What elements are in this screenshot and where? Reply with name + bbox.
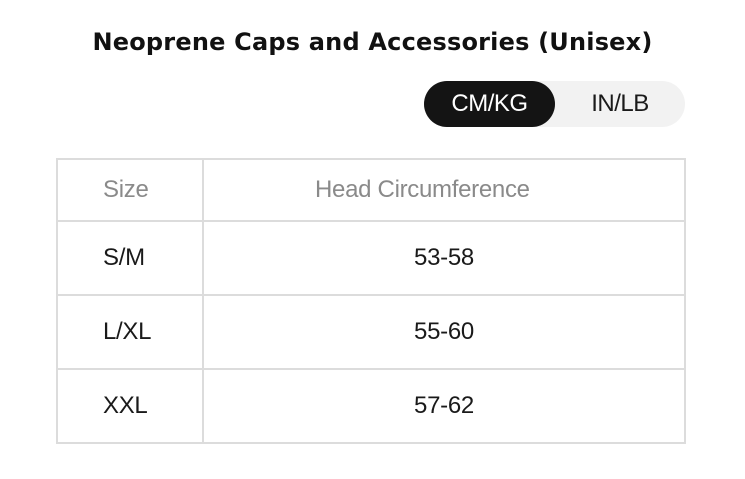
table-row: XXL 57-62 xyxy=(56,368,686,444)
head-circumference-cell: 55-60 xyxy=(202,294,686,370)
table-row: S/M 53-58 xyxy=(56,220,686,296)
size-cell: XXL xyxy=(56,368,204,444)
unit-option-cm-kg[interactable]: CM/KG xyxy=(424,81,555,127)
head-circumference-cell: 53-58 xyxy=(202,220,686,296)
head-circumference-cell: 57-62 xyxy=(202,368,686,444)
page-title: Neoprene Caps and Accessories (Unisex) xyxy=(92,28,653,56)
column-header-size: Size xyxy=(56,158,204,222)
size-chart-table: Size Head Circumference S/M 53-58 L/XL 5… xyxy=(56,158,686,444)
size-cell: S/M xyxy=(56,220,204,296)
unit-option-in-lb[interactable]: IN/LB xyxy=(591,90,649,117)
column-header-head-circumference: Head Circumference xyxy=(202,158,686,222)
table-row: L/XL 55-60 xyxy=(56,294,686,370)
size-cell: L/XL xyxy=(56,294,204,370)
table-header-row: Size Head Circumference xyxy=(56,158,686,222)
unit-toggle: CM/KG IN/LB xyxy=(424,81,685,127)
